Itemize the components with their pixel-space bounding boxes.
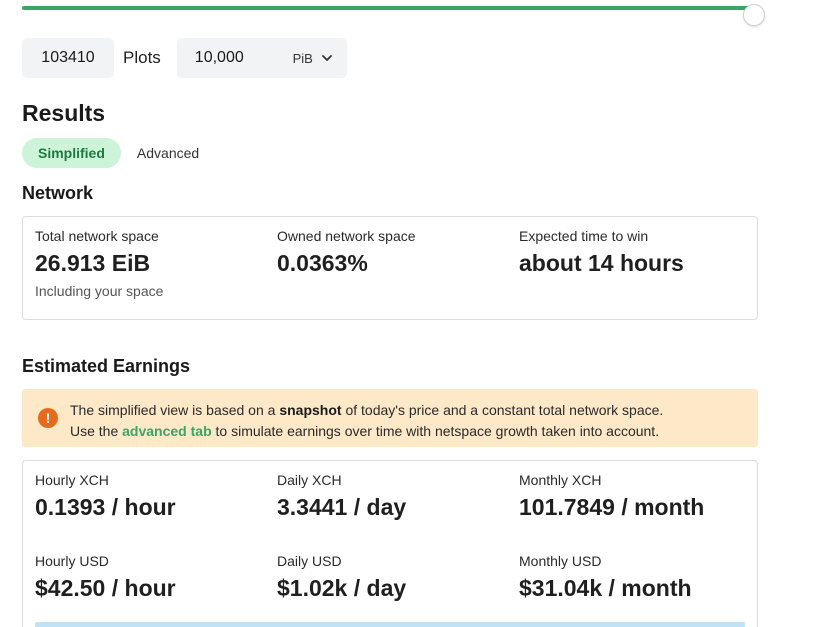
stat-value: $31.04k / month: [519, 575, 692, 601]
plots-input-value: 103410: [41, 49, 95, 66]
tab-advanced[interactable]: Advanced: [136, 145, 200, 161]
stat-expected-time-to-win: Expected time to win about 14 hours: [519, 228, 684, 277]
stat-total-network-space: Total network space 26.913 EiB Including…: [35, 228, 163, 299]
stat-monthly-usd: Monthly USD $31.04k / month: [519, 553, 692, 602]
stat-label: Hourly USD: [35, 553, 109, 569]
alert-bold-snapshot: snapshot: [279, 402, 342, 418]
stat-label: Total network space: [35, 228, 159, 244]
stat-value: 0.1393 / hour: [35, 494, 176, 520]
unit-select-value: PiB: [292, 50, 313, 66]
stat-value: 26.913 EiB: [35, 250, 151, 276]
plots-input[interactable]: 103410: [22, 38, 114, 78]
stat-value: 3.3441 / day: [277, 494, 407, 520]
alert-text-part: of today's price and a constant total ne…: [341, 402, 664, 418]
space-input-value: 10,000: [194, 49, 244, 66]
stat-value: 101.7849 / month: [519, 494, 705, 520]
earnings-title: Estimated Earnings: [22, 356, 191, 376]
stat-label: Owned network space: [277, 228, 416, 244]
stat-label: Expected time to win: [519, 228, 649, 244]
stat-hourly-xch: Hourly XCH 0.1393 / hour: [35, 472, 176, 521]
network-card: Total network space 26.913 EiB Including…: [22, 216, 758, 320]
alert-text-part: The simplified view is based on a: [70, 402, 280, 418]
stat-daily-xch: Daily XCH 3.3441 / day: [277, 472, 406, 521]
stat-owned-network-space: Owned network space 0.0363%: [277, 228, 416, 277]
stat-label: Monthly USD: [519, 553, 602, 569]
results-title: Results: [22, 100, 106, 126]
unit-select[interactable]: PiB: [293, 38, 333, 78]
stat-label: Hourly XCH: [35, 472, 109, 488]
plot-count-slider[interactable]: [22, 4, 766, 26]
alert-line-1: The simplified view is based on a snapsh…: [70, 400, 663, 421]
space-input[interactable]: 10,000 PiB: [176, 38, 347, 78]
stat-value: 0.0363%: [277, 250, 368, 276]
alert-line-2: Use the advanced tab to simulate earning…: [70, 421, 663, 442]
tab-simplified[interactable]: Simplified: [22, 138, 121, 168]
stat-label: Daily XCH: [277, 472, 342, 488]
stat-daily-usd: Daily USD $1.02k / day: [277, 553, 406, 602]
results-tabs: Simplified Advanced: [22, 138, 215, 168]
slider-thumb[interactable]: [743, 4, 766, 26]
stat-label: Monthly XCH: [519, 472, 602, 488]
plots-label: Plots: [123, 48, 161, 67]
advanced-tab-link[interactable]: advanced tab: [122, 423, 212, 439]
alert-text-part: to simulate earnings over time with nets…: [211, 423, 660, 439]
snapshot-alert: ! The simplified view is based on a snap…: [22, 389, 758, 447]
inputs-row: 103410 Plots 10,000 PiB: [22, 38, 347, 78]
stat-value: $1.02k / day: [277, 575, 407, 601]
stat-value: about 14 hours: [519, 250, 684, 276]
slider-fill: [22, 6, 755, 10]
stat-monthly-xch: Monthly XCH 101.7849 / month: [519, 472, 704, 521]
stat-sub: Including your space: [35, 283, 164, 299]
stat-value: $42.50 / hour: [35, 575, 176, 601]
earnings-card: Hourly XCH 0.1393 / hour Daily XCH 3.344…: [22, 460, 758, 627]
chevron-down-icon: [321, 55, 332, 61]
alert-text: The simplified view is based on a snapsh…: [70, 400, 663, 442]
network-title: Network: [22, 183, 94, 203]
alert-text-part: Use the: [70, 423, 123, 439]
chart-preview-bar: [35, 622, 745, 627]
stat-label: Daily USD: [277, 553, 342, 569]
warning-icon: !: [38, 408, 58, 428]
stat-hourly-usd: Hourly USD $42.50 / hour: [35, 553, 176, 602]
